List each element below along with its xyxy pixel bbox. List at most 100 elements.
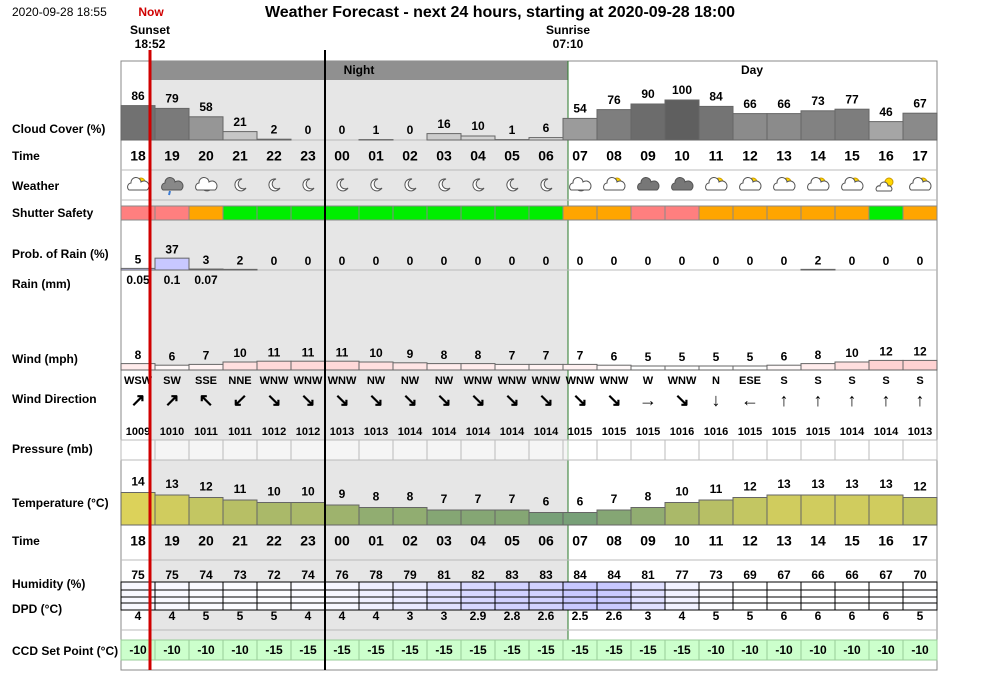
row-label: Rain (mm) <box>12 277 71 291</box>
cell-value: 3 <box>203 253 210 267</box>
cell-value: ESE <box>739 375 761 387</box>
cell-value: 1015 <box>738 426 762 438</box>
cell-value: 77 <box>675 568 689 582</box>
cell-value: 6 <box>169 349 176 363</box>
rain-prob-bar <box>222 268 258 271</box>
cell-value: 0 <box>645 254 652 268</box>
cloud <box>161 176 184 191</box>
cell-value: ← <box>741 390 759 410</box>
cell-value: ↗ <box>130 390 145 410</box>
cell-value: 46 <box>879 105 893 119</box>
cell-value: 1015 <box>636 426 660 438</box>
cloud-bar <box>528 137 564 141</box>
humidity-cell <box>324 581 360 611</box>
cell-value: 17 <box>912 533 928 549</box>
cell-value: ↘ <box>572 390 587 410</box>
cell-value: 7 <box>611 492 618 506</box>
cell-value: 11 <box>336 345 349 359</box>
pressure-cell <box>290 439 326 461</box>
cell-value: 8 <box>475 348 482 362</box>
cell-value: 7 <box>543 349 550 363</box>
cell-value: -15 <box>571 643 589 657</box>
cell-value: 05 <box>504 148 520 164</box>
cell-value: S <box>882 375 889 387</box>
cell-value: -10 <box>741 643 759 657</box>
cell-value: 13 <box>811 477 825 491</box>
cell-value: 76 <box>607 93 621 107</box>
cell-value: 06 <box>538 148 554 164</box>
weather-icon <box>370 178 383 192</box>
cloud <box>637 176 660 191</box>
cell-value: 10 <box>845 346 859 360</box>
cell-value: 5 <box>747 609 754 623</box>
cell-value: 05 <box>504 533 520 549</box>
cell-value: 4 <box>305 609 312 623</box>
cell-value: 73 <box>709 568 723 582</box>
cell-value: S <box>814 375 821 387</box>
cell-value: 14 <box>131 475 145 489</box>
pressure-cell <box>460 439 496 461</box>
cell-value: -10 <box>809 643 827 657</box>
cloud-bar <box>562 117 598 141</box>
wind-bar <box>698 365 734 371</box>
temperature-bar <box>528 512 564 526</box>
cell-value: ↑ <box>882 390 891 410</box>
shutter-cell <box>766 205 802 221</box>
row-label: Cloud Cover (%) <box>12 122 105 136</box>
temperature-bar <box>596 509 632 526</box>
cell-value: 4 <box>135 609 142 623</box>
cell-value: 75 <box>165 568 179 582</box>
humidity-cell <box>222 581 258 611</box>
cell-value: 0.1 <box>164 273 181 287</box>
cloud-bar <box>222 131 258 141</box>
cell-value: 07 <box>572 533 588 549</box>
cell-value: 22 <box>266 148 282 164</box>
wind-bar <box>494 363 530 371</box>
wind-bar <box>868 359 904 371</box>
cell-value: ↘ <box>300 390 315 410</box>
weather-icon <box>603 176 626 191</box>
cell-value: -15 <box>469 643 487 657</box>
cell-value: 0.07 <box>194 273 218 287</box>
pressure-cell <box>324 439 360 461</box>
cell-value: ↘ <box>368 390 383 410</box>
cell-value: 100 <box>672 83 692 97</box>
cell-value: 13 <box>845 477 859 491</box>
cloud-bar <box>732 113 768 141</box>
cloud <box>807 176 830 191</box>
cell-value: 0 <box>849 254 856 268</box>
wind-bar <box>460 363 496 371</box>
row-label: Shutter Safety <box>12 206 94 220</box>
cell-value: -10 <box>129 643 147 657</box>
cell-value: -15 <box>605 643 623 657</box>
cell-value: 02 <box>402 533 418 549</box>
cell-value: 10 <box>471 119 485 133</box>
cell-value: 13 <box>165 477 179 491</box>
cell-value: 0 <box>305 123 312 137</box>
weather-icon <box>637 176 660 191</box>
cell-value: 1016 <box>670 426 694 438</box>
cell-value: S <box>780 375 787 387</box>
shutter-cell <box>630 205 666 221</box>
cell-value: 6 <box>543 121 550 135</box>
humidity-cell <box>800 581 836 611</box>
pressure-cell <box>766 439 802 461</box>
cell-value: 5 <box>237 609 244 623</box>
cell-value: 07 <box>572 148 588 164</box>
cell-value: 0 <box>441 254 448 268</box>
row-label: Humidity (%) <box>12 577 85 591</box>
cell-value: 1013 <box>364 426 388 438</box>
cell-value: ↖ <box>198 390 213 410</box>
cell-value: 6 <box>577 495 584 509</box>
temperature-bar <box>834 494 870 526</box>
sunset-time: 18:52 <box>135 37 166 51</box>
row-label: Time <box>12 149 40 163</box>
cloud-bar <box>902 112 938 141</box>
humidity-cell <box>868 581 904 611</box>
cell-value: SW <box>163 375 181 387</box>
cell-value: 9 <box>407 347 414 361</box>
temperature-bar <box>902 497 938 526</box>
cell-value: 19 <box>164 148 180 164</box>
cell-value: 0 <box>543 254 550 268</box>
cell-value: 4 <box>679 609 686 623</box>
